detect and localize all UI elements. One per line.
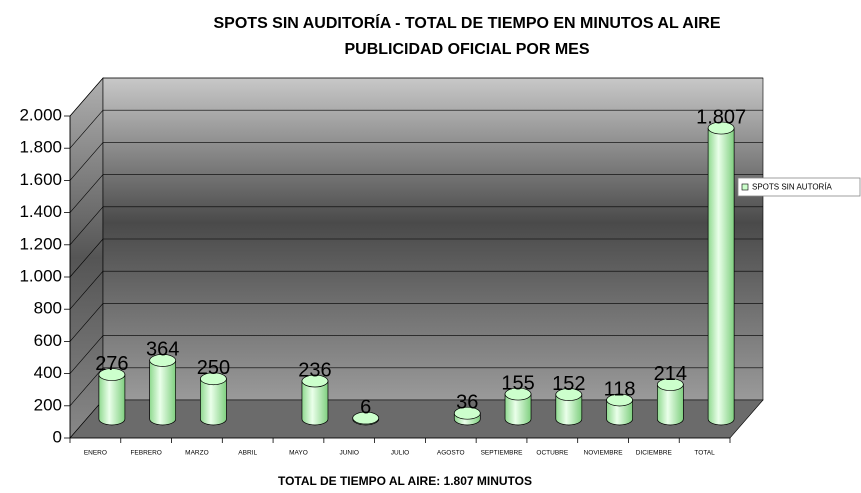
bar-top xyxy=(149,354,177,367)
value-label: 276 xyxy=(95,353,128,375)
bar xyxy=(555,394,583,426)
bar-top xyxy=(453,406,481,420)
grid-line-side xyxy=(69,142,104,181)
y-tick-label: 1.000 xyxy=(19,266,62,285)
grid-line-side xyxy=(69,367,104,406)
bar-top xyxy=(98,368,126,381)
value-label: 236 xyxy=(298,359,331,381)
grid-line-side xyxy=(69,174,104,213)
annotation: TOTAL DE TIEMPO AL AIRE: 1.807 MINUTOS xyxy=(278,474,532,488)
value-label: 152 xyxy=(552,373,585,395)
x-tick-label: ENERO xyxy=(84,450,107,457)
bar-top xyxy=(200,372,227,386)
x-tick-label: JUNIO xyxy=(339,450,359,457)
x-tick-label: SEPTIEMBRE xyxy=(481,450,524,457)
bar-top xyxy=(352,411,380,425)
bar xyxy=(504,393,532,426)
bar-top xyxy=(606,393,633,407)
value-label: 364 xyxy=(146,339,179,361)
grid-line-side xyxy=(69,335,104,374)
legend-box xyxy=(737,177,861,197)
y-tick-label: 2.000 xyxy=(19,105,62,124)
value-label: 214 xyxy=(654,363,687,385)
legend-label: SPOTS SIN AUTORÍA xyxy=(752,183,833,192)
x-tick-label: MAYO xyxy=(289,450,308,457)
value-label: 1.807 xyxy=(696,106,746,128)
grid-line-side xyxy=(69,77,104,117)
y-tick-label: 1.800 xyxy=(19,138,62,157)
y-tick-label: 1.400 xyxy=(19,202,62,221)
y-tick-label: 1.600 xyxy=(19,170,62,189)
x-tick-label: AGOSTO xyxy=(437,450,465,457)
bar-top xyxy=(707,121,735,135)
legend-swatch xyxy=(741,183,749,191)
x-tick-label: OCTUBRE xyxy=(536,450,568,457)
bar-top xyxy=(656,378,684,391)
grid-line-side xyxy=(69,271,104,310)
grid-line-side xyxy=(69,110,104,149)
bar-top xyxy=(504,387,532,401)
x-tick-label: JULIO xyxy=(391,450,409,457)
value-label: 118 xyxy=(604,378,636,400)
value-label: 155 xyxy=(501,372,534,394)
bar xyxy=(606,399,633,426)
bar xyxy=(149,360,177,426)
grid-line-side xyxy=(69,206,104,245)
bar xyxy=(200,378,227,426)
value-label: 250 xyxy=(197,357,230,379)
y-tick-label: 400 xyxy=(34,363,62,382)
grid-line-side xyxy=(69,303,104,342)
y-tick-label: 200 xyxy=(34,395,62,414)
x-tick-label: TOTAL xyxy=(694,450,715,457)
bar xyxy=(301,380,329,426)
value-label: 6 xyxy=(360,396,371,418)
bar xyxy=(656,384,684,426)
x-tick-label: ABRIL xyxy=(238,450,257,457)
chart-title: SPOTS SIN AUDITORÍA - TOTAL DE TIEMPO EN… xyxy=(214,13,721,32)
x-tick-label: FEBRERO xyxy=(130,450,161,457)
y-tick-label: 800 xyxy=(34,299,62,318)
value-label: 36 xyxy=(456,391,478,413)
x-tick-label: MARZO xyxy=(185,450,208,457)
bar xyxy=(707,127,735,426)
bar xyxy=(98,374,126,426)
bar-top xyxy=(555,388,583,401)
bar-top xyxy=(301,374,329,388)
y-tick-label: 600 xyxy=(34,331,62,350)
chart-subtitle: PUBLICIDAD OFICIAL POR MES xyxy=(344,41,589,58)
x-tick-label: DICIEMBRE xyxy=(636,450,673,457)
x-tick-label: NOVIEMBRE xyxy=(584,450,624,457)
grid-line-side xyxy=(69,238,104,278)
y-tick-label: 0 xyxy=(53,427,62,446)
y-tick-label: 1.200 xyxy=(19,234,62,253)
